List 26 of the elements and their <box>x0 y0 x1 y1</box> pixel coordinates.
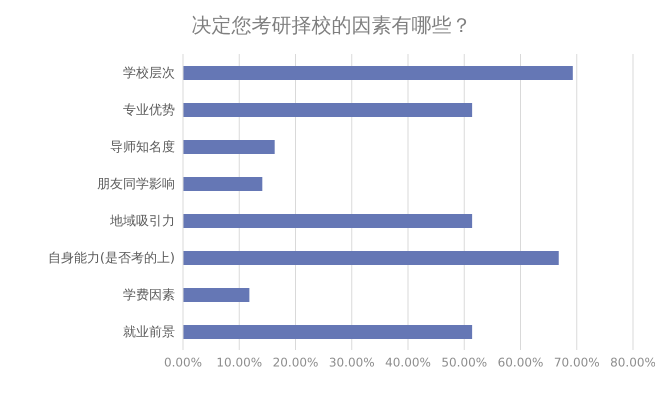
x-tick-label: 40.00% <box>385 356 431 370</box>
y-tick-label: 专业优势 <box>123 103 175 118</box>
bar <box>183 177 262 191</box>
y-tick-label: 导师知名度 <box>110 139 175 156</box>
chart-title: 决定您考研择校的因素有哪些？ <box>190 14 472 39</box>
y-tick-label: 地域吸引力 <box>109 214 175 230</box>
bar <box>183 325 472 339</box>
bar <box>183 251 559 265</box>
bar <box>183 66 573 80</box>
x-tick-label: 10.00% <box>216 356 262 370</box>
bar <box>183 103 472 117</box>
y-tick-label: 自身能力(是否考的上) <box>48 251 175 266</box>
y-tick-label: 学费因素 <box>123 288 175 304</box>
x-tick-label: 20.00% <box>272 356 318 370</box>
x-tick-label: 0.00% <box>164 356 202 370</box>
x-tick-label: 50.00% <box>441 356 488 370</box>
y-tick-label: 就业前景 <box>123 325 175 340</box>
bar <box>183 288 250 302</box>
bar <box>183 214 472 228</box>
x-tick-label: 30.00% <box>328 356 375 370</box>
y-tick-label: 朋友同学影响 <box>97 177 175 192</box>
x-tick-label: 60.00% <box>498 356 544 370</box>
y-tick-label: 学校层次 <box>123 66 175 82</box>
x-tick-label: 70.00% <box>554 356 600 370</box>
bar <box>183 140 275 154</box>
x-tick-label: 80.00% <box>610 356 656 370</box>
